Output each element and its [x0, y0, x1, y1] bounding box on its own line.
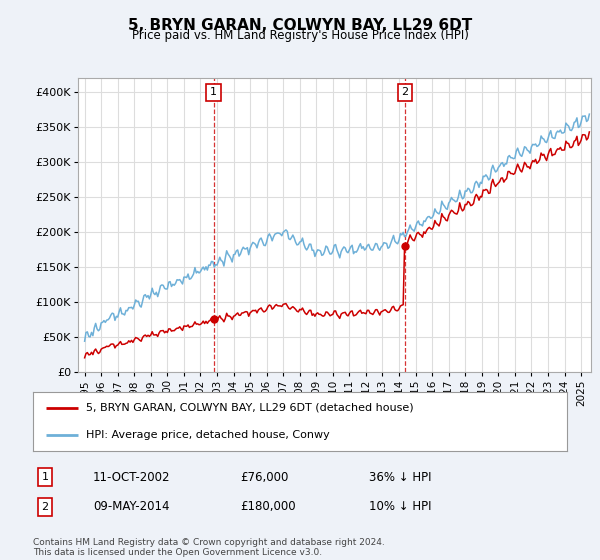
Text: 09-MAY-2014: 09-MAY-2014 — [93, 500, 170, 514]
Text: Contains HM Land Registry data © Crown copyright and database right 2024.
This d: Contains HM Land Registry data © Crown c… — [33, 538, 385, 557]
Text: HPI: Average price, detached house, Conwy: HPI: Average price, detached house, Conw… — [86, 430, 330, 440]
Text: 1: 1 — [210, 87, 217, 97]
Text: £180,000: £180,000 — [240, 500, 296, 514]
Text: Price paid vs. HM Land Registry's House Price Index (HPI): Price paid vs. HM Land Registry's House … — [131, 29, 469, 42]
Text: £76,000: £76,000 — [240, 470, 289, 484]
Text: 36% ↓ HPI: 36% ↓ HPI — [369, 470, 431, 484]
Text: 11-OCT-2002: 11-OCT-2002 — [93, 470, 170, 484]
Text: 2: 2 — [41, 502, 49, 512]
Text: 1: 1 — [41, 472, 49, 482]
Text: 10% ↓ HPI: 10% ↓ HPI — [369, 500, 431, 514]
Text: 5, BRYN GARAN, COLWYN BAY, LL29 6DT: 5, BRYN GARAN, COLWYN BAY, LL29 6DT — [128, 18, 472, 33]
Text: 2: 2 — [401, 87, 409, 97]
Text: 5, BRYN GARAN, COLWYN BAY, LL29 6DT (detached house): 5, BRYN GARAN, COLWYN BAY, LL29 6DT (det… — [86, 403, 414, 413]
